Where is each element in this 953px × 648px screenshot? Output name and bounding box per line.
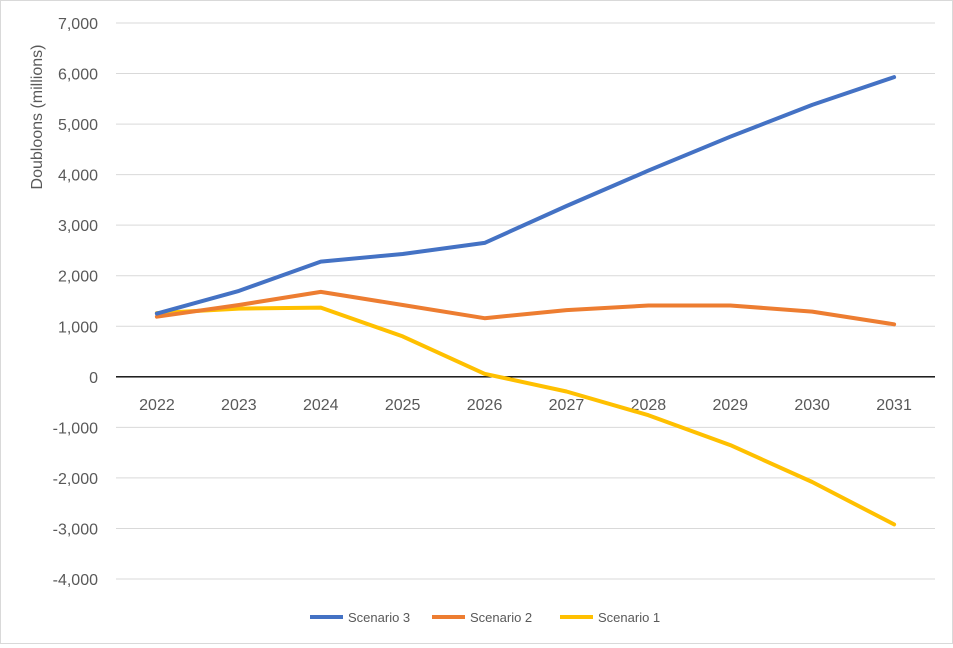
y-axis-ticks: 7,000 6,000 5,000 4,000 3,000 2,000 1,000 0 -1,0… — [53, 16, 98, 589]
x-tick-label: 2022 — [139, 397, 175, 414]
y-axis-title: Doubloons (millions) — [29, 45, 46, 190]
y-tick-label: -3,000 — [53, 521, 98, 538]
y-tick-label: 4,000 — [58, 168, 98, 185]
y-tick-label: 1,000 — [58, 319, 98, 336]
series-line-scenario-2 — [154, 289, 897, 327]
x-tick-label: 2029 — [712, 397, 748, 414]
x-tick-label: 2030 — [794, 397, 830, 414]
legend-item-scenario-1: Scenario 1 — [560, 610, 660, 625]
legend-item-scenario-3: Scenario 3 — [310, 610, 410, 625]
y-tick-label: 6,000 — [58, 67, 98, 84]
legend-label: Scenario 1 — [598, 610, 660, 625]
x-tick-label: 2028 — [631, 397, 667, 414]
x-tick-label: 2024 — [303, 397, 339, 414]
x-tick-label: 2026 — [467, 397, 503, 414]
y-tick-label: -4,000 — [53, 572, 98, 589]
legend-item-scenario-2: Scenario 2 — [432, 610, 532, 625]
y-tick-label: 5,000 — [58, 117, 98, 134]
x-tick-label: 2027 — [549, 397, 585, 414]
series-line-scenario-1 — [154, 305, 897, 527]
y-tick-label: -1,000 — [53, 420, 98, 437]
x-tick-label: 2023 — [221, 397, 257, 414]
x-tick-label: 2025 — [385, 397, 421, 414]
legend-label: Scenario 2 — [470, 610, 532, 625]
y-tick-label: 3,000 — [58, 218, 98, 235]
y-tick-label: 0 — [89, 370, 98, 387]
y-tick-label: 7,000 — [58, 16, 98, 33]
legend-label: Scenario 3 — [348, 610, 410, 625]
y-tick-label: 2,000 — [58, 269, 98, 286]
series-line-scenario-3 — [154, 75, 897, 316]
x-tick-label: 2031 — [876, 397, 912, 414]
y-tick-label: -2,000 — [53, 471, 98, 488]
series-lines — [154, 75, 897, 527]
x-axis-ticks: 2022 2023 2024 2025 2026 2027 2028 2029 2030 2031 — [139, 397, 912, 414]
legend: Scenario 3 Scenario 2 Scenario 1 — [310, 610, 660, 625]
